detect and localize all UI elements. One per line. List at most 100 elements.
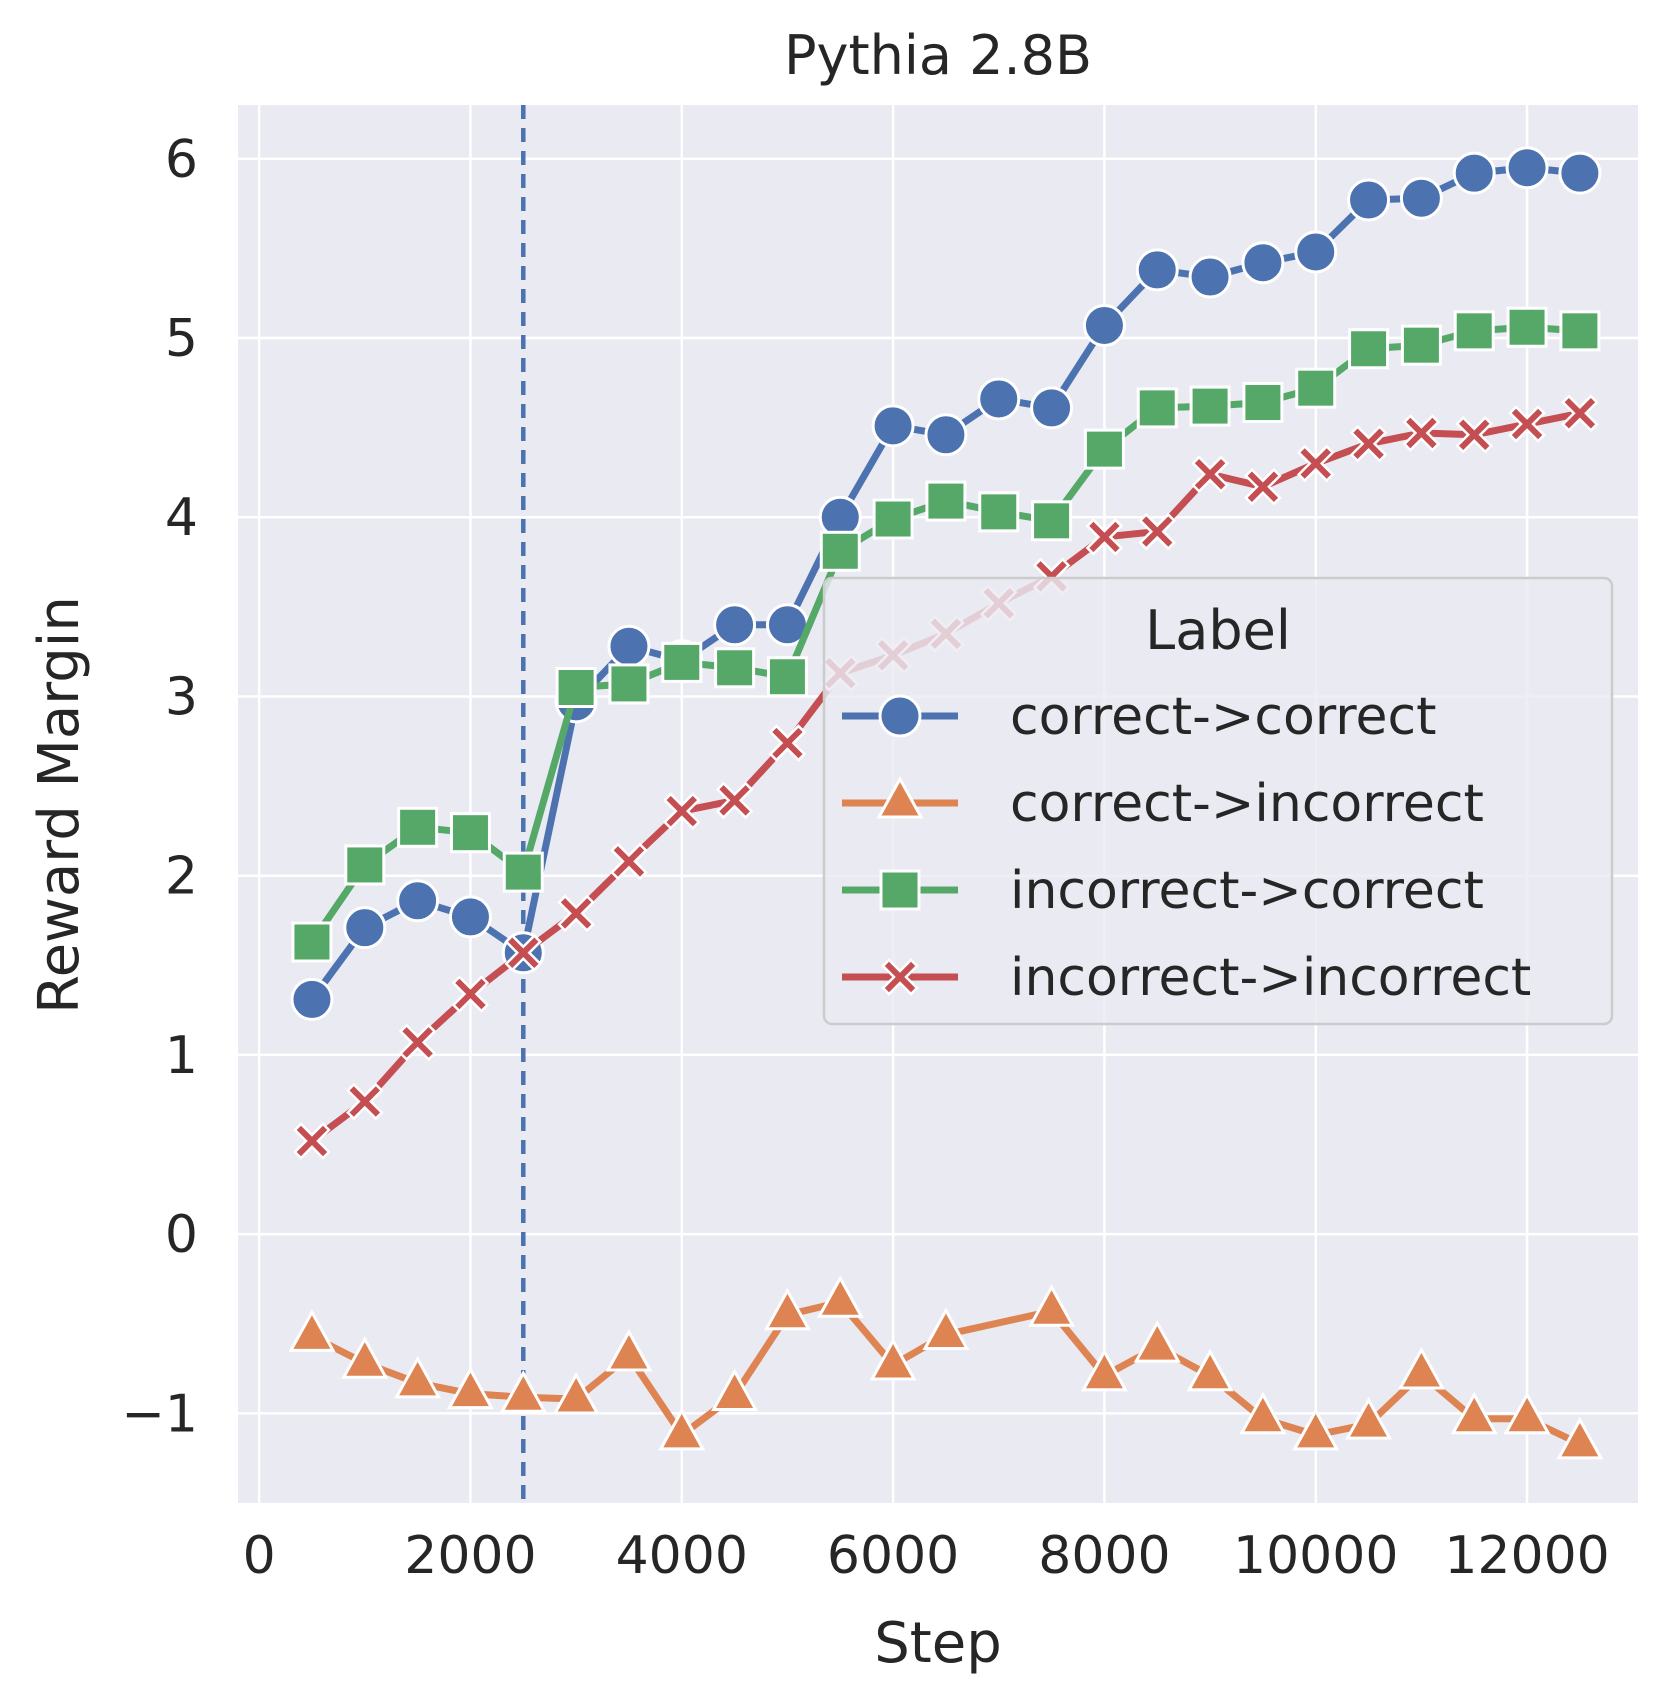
data-point bbox=[1292, 1407, 1340, 1451]
x-tick-label: 8000 bbox=[1038, 1526, 1170, 1586]
data-point bbox=[1080, 1348, 1128, 1392]
data-point bbox=[819, 530, 861, 572]
data-point bbox=[1506, 306, 1548, 348]
x-tick-label: 4000 bbox=[616, 1526, 748, 1586]
data-point bbox=[763, 1287, 811, 1331]
data-point bbox=[816, 1275, 864, 1318]
data-point bbox=[661, 641, 703, 683]
legend-entry-correct-to-correct: correct->correct bbox=[842, 687, 1437, 747]
y-tick-label: 0 bbox=[165, 1205, 198, 1265]
data-point bbox=[1242, 382, 1284, 424]
data-point bbox=[1349, 424, 1388, 463]
data-point bbox=[502, 851, 544, 893]
y-tick-label: 2 bbox=[165, 847, 198, 907]
data-point bbox=[343, 906, 387, 950]
data-point bbox=[394, 1355, 442, 1399]
data-point bbox=[1556, 1416, 1604, 1460]
data-point bbox=[448, 895, 492, 939]
data-point bbox=[607, 624, 651, 668]
data-point bbox=[1135, 248, 1179, 292]
data-point bbox=[557, 894, 595, 933]
y-tick-label: −1 bbox=[121, 1384, 198, 1444]
data-point bbox=[1559, 310, 1601, 352]
data-point bbox=[1239, 1391, 1287, 1435]
data-point bbox=[288, 1309, 336, 1352]
data-point bbox=[1402, 414, 1441, 452]
data-point bbox=[1186, 1348, 1234, 1392]
legend-marker bbox=[879, 869, 921, 911]
x-tick-label: 2000 bbox=[404, 1526, 536, 1586]
y-tick-label: 4 bbox=[165, 488, 198, 548]
data-point bbox=[869, 1337, 917, 1381]
data-point bbox=[397, 806, 439, 848]
data-point bbox=[922, 1307, 970, 1351]
legend-label: correct->incorrect bbox=[1010, 774, 1484, 834]
data-point bbox=[396, 879, 440, 923]
x-tick-label: 10000 bbox=[1233, 1526, 1398, 1586]
data-point bbox=[925, 480, 967, 522]
data-point bbox=[291, 921, 333, 963]
data-point bbox=[499, 1370, 547, 1413]
data-point bbox=[766, 656, 808, 698]
data-point bbox=[1508, 405, 1546, 443]
data-point bbox=[293, 1122, 331, 1160]
y-tick-label: 6 bbox=[165, 130, 198, 190]
data-point bbox=[768, 724, 807, 762]
series-lines bbox=[288, 146, 1604, 1460]
data-point bbox=[1083, 428, 1125, 470]
data-point bbox=[1189, 385, 1231, 427]
data-point bbox=[1294, 230, 1338, 274]
legend-title: Label bbox=[1145, 599, 1291, 662]
data-point bbox=[715, 781, 754, 820]
data-point bbox=[1503, 1391, 1551, 1435]
data-point bbox=[1028, 1284, 1076, 1327]
data-point bbox=[1450, 1391, 1498, 1435]
data-point bbox=[714, 647, 756, 689]
legend-marker bbox=[881, 958, 919, 996]
data-point bbox=[1399, 176, 1443, 220]
data-point bbox=[977, 377, 1021, 421]
legend-entry-correct-to-incorrect: correct->incorrect bbox=[842, 774, 1484, 834]
data-point bbox=[1136, 387, 1178, 429]
data-point bbox=[1400, 324, 1442, 366]
data-point bbox=[1347, 178, 1391, 222]
y-tick-label: 1 bbox=[165, 1026, 198, 1086]
data-point bbox=[555, 667, 597, 708]
data-point bbox=[1345, 1397, 1393, 1440]
data-point bbox=[1138, 512, 1177, 551]
data-point bbox=[451, 975, 490, 1013]
legend-label: correct->correct bbox=[1010, 687, 1437, 747]
data-point bbox=[1348, 328, 1390, 370]
legend-label: incorrect->correct bbox=[1010, 861, 1484, 921]
data-point bbox=[552, 1371, 600, 1415]
chart-title: Pythia 2.8B bbox=[784, 24, 1092, 87]
y-tick-label: 5 bbox=[165, 309, 198, 369]
x-tick-label: 0 bbox=[243, 1526, 276, 1586]
data-point bbox=[1505, 146, 1549, 190]
data-point bbox=[1453, 310, 1495, 352]
data-point bbox=[341, 1336, 389, 1379]
data-point bbox=[608, 663, 650, 705]
data-point bbox=[605, 1328, 653, 1372]
data-point bbox=[1558, 151, 1602, 195]
data-point bbox=[610, 842, 648, 881]
legend-label: incorrect->incorrect bbox=[1010, 948, 1531, 1008]
data-point bbox=[344, 844, 386, 886]
data-point bbox=[1295, 367, 1337, 409]
data-point bbox=[924, 413, 968, 457]
series-incorrect-to-correct bbox=[291, 306, 1601, 963]
data-point bbox=[713, 603, 757, 647]
data-point bbox=[1397, 1346, 1445, 1390]
data-point bbox=[1030, 386, 1074, 430]
data-point bbox=[1031, 500, 1073, 542]
y-axis-label: Reward Margin bbox=[27, 596, 92, 1014]
data-point bbox=[1244, 467, 1282, 506]
data-point bbox=[398, 1023, 437, 1062]
data-point bbox=[346, 1082, 384, 1121]
data-point bbox=[1085, 518, 1124, 556]
data-point bbox=[872, 498, 914, 540]
data-point bbox=[1188, 255, 1232, 299]
data-point bbox=[1191, 455, 1229, 493]
legend-entry-incorrect-to-incorrect: incorrect->incorrect bbox=[842, 948, 1531, 1008]
x-tick-label: 12000 bbox=[1444, 1526, 1609, 1586]
